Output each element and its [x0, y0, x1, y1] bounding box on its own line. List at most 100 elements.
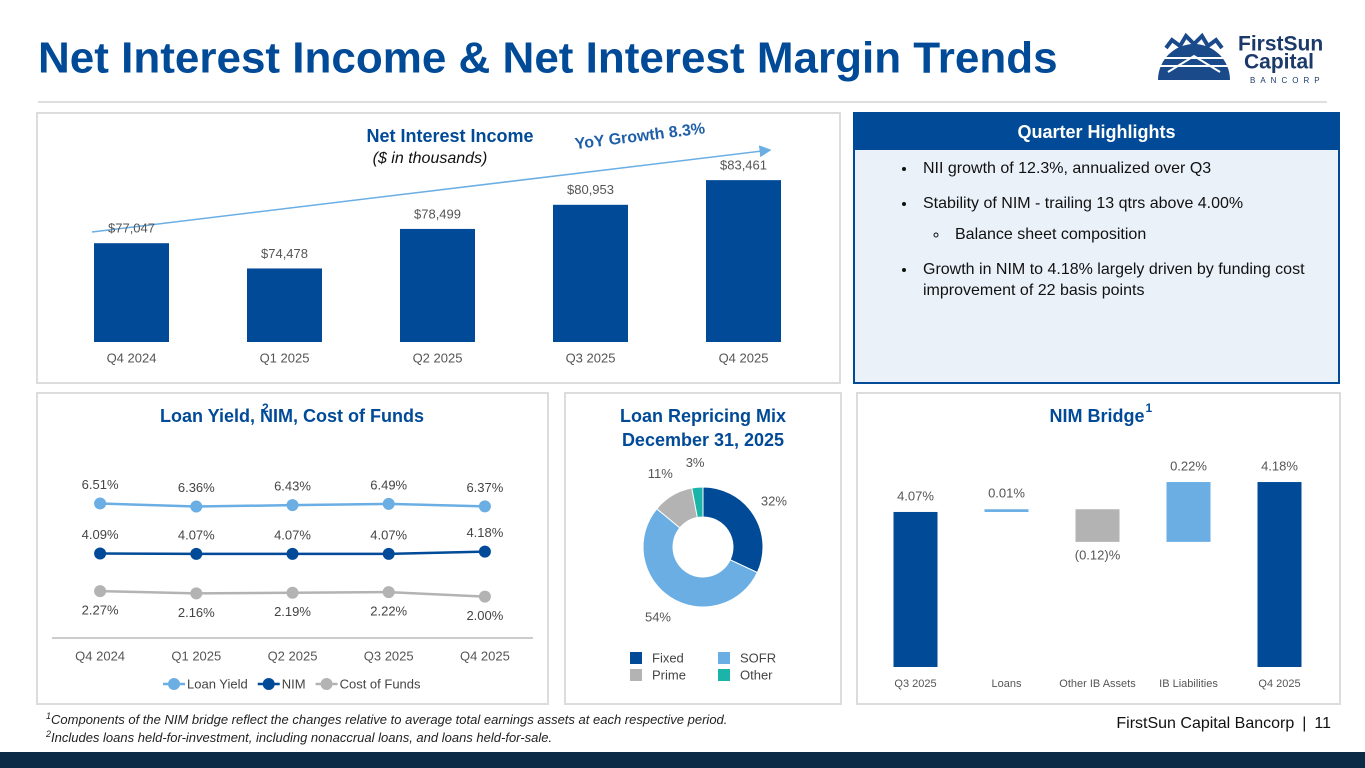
footnote: 2Includes loans held-for-investment, inc… — [45, 729, 552, 745]
chart-title: Loan Repricing Mix — [620, 406, 786, 426]
value-label: 54% — [645, 609, 671, 624]
point — [190, 547, 203, 560]
x-tick-label: Q4 2024 — [107, 350, 157, 365]
point — [382, 547, 395, 560]
point — [94, 497, 107, 510]
legend-marker — [168, 678, 180, 690]
logo-rays — [1164, 32, 1224, 50]
logo-lines — [1160, 54, 1228, 73]
slide-title: Net Interest Income & Net Interest Margi… — [38, 34, 1058, 83]
logo-text: Capital — [1244, 51, 1314, 74]
chart-title: Loan Yield, NIM, Cost of Funds — [160, 406, 424, 426]
value-label: 2.19% — [274, 604, 311, 619]
legend-label: Other — [740, 667, 773, 682]
panel — [564, 392, 842, 705]
highlight-item-text: Growth in NIM to 4.18% largely driven by… — [923, 261, 1305, 299]
value-label: 0.01% — [988, 486, 1025, 501]
highlight-item: Stability of NIM - trailing 13 qtrs abov… — [917, 193, 1324, 245]
value-label: 4.07% — [178, 527, 215, 542]
value-label: 3% — [686, 455, 705, 470]
bar — [94, 243, 169, 342]
value-label: 4.07% — [897, 488, 934, 503]
page-number: 11 — [1314, 715, 1331, 732]
point — [286, 499, 299, 512]
value-label: 6.51% — [82, 477, 119, 492]
chart-subtitle: December 31, 2025 — [622, 430, 784, 450]
legend-marker — [262, 678, 275, 690]
bar — [1257, 482, 1302, 667]
pie-slice — [642, 508, 758, 608]
pie-slice — [691, 486, 704, 519]
logo-text: FirstSun — [1238, 33, 1323, 56]
value-label: $77,047 — [108, 221, 155, 236]
value-label: 4.07% — [370, 527, 407, 542]
growth-arrow — [91, 145, 772, 233]
bar — [553, 204, 628, 342]
footnote: 1Components of the NIM bridge reflect th… — [46, 711, 727, 727]
point — [478, 545, 491, 558]
highlight-item-text: Stability of NIM - trailing 13 qtrs abov… — [923, 195, 1244, 212]
x-tick-label: Q3 2025 — [566, 350, 616, 365]
x-tick-label: Q3 2025 — [364, 648, 414, 663]
value-label: $80,953 — [567, 182, 614, 197]
highlights-title: Quarter Highlights — [855, 114, 1338, 150]
point — [382, 586, 395, 599]
highlight-subitem-text: Balance sheet composition — [955, 226, 1147, 243]
value-label: 6.37% — [466, 480, 503, 495]
annotation: YoY Growth 8.3% — [574, 120, 706, 153]
highlights-panel: Quarter Highlights NII growth of 12.3%, … — [853, 112, 1340, 384]
footer: FirstSun Capital Bancorp | 11 — [1116, 715, 1331, 732]
value-label: 4.18% — [1261, 458, 1298, 473]
point — [382, 497, 395, 510]
x-tick-label: Loans — [992, 678, 1022, 690]
point — [94, 585, 107, 598]
legend-label: Loan Yield — [187, 676, 248, 691]
value-label: 2.27% — [82, 603, 119, 618]
value-label: 4.18% — [466, 525, 503, 540]
highlight-subitem: Balance sheet composition — [949, 224, 1310, 245]
point — [190, 500, 203, 513]
value-label: 2.00% — [466, 608, 503, 623]
bar — [1075, 509, 1120, 542]
panel — [36, 112, 841, 384]
logo-text: BANCORP — [1250, 76, 1325, 85]
value-label: 6.49% — [370, 477, 407, 492]
x-tick-label: Q4 2025 — [719, 350, 769, 365]
legend-swatch — [630, 669, 642, 681]
legend-label: NIM — [282, 676, 306, 691]
legend-label: SOFR — [740, 650, 776, 665]
x-tick-label: Q2 2025 — [268, 648, 318, 663]
x-tick-label: Q1 2025 — [171, 648, 221, 663]
bar — [400, 228, 475, 342]
x-tick-label: Other IB Assets — [1059, 678, 1136, 690]
bar — [893, 511, 938, 667]
highlights-list: NII growth of 12.3%, annualized over Q3 S… — [855, 158, 1338, 301]
value-label: 11% — [648, 466, 673, 481]
x-tick-label: Q3 2025 — [894, 678, 936, 690]
value-label: 6.36% — [178, 480, 215, 495]
x-tick-label: Q4 2025 — [460, 648, 510, 663]
highlight-item: NII growth of 12.3%, annualized over Q3 — [917, 158, 1324, 179]
bar — [247, 268, 322, 342]
chart-subtitle: ($ in thousands) — [373, 150, 488, 167]
highlight-item: Growth in NIM to 4.18% largely driven by… — [917, 259, 1324, 301]
point — [190, 587, 203, 600]
footnote-mark: 2 — [45, 729, 51, 739]
legend-label: Cost of Funds — [340, 676, 421, 691]
footnote-text: Components of the NIM bridge reflect the… — [51, 712, 727, 727]
panel — [856, 392, 1341, 705]
bar — [1166, 482, 1211, 542]
value-label: 2.16% — [178, 605, 215, 620]
value-label: 0.22% — [1170, 458, 1207, 473]
chart-title: Net Interest Income — [366, 126, 533, 146]
value-label: 6.43% — [274, 479, 311, 494]
x-tick-label: IB Liabilities — [1159, 678, 1218, 690]
pie-slice — [702, 486, 764, 574]
legend-swatch — [718, 669, 730, 681]
footnote-text: Includes loans held-for-investment, incl… — [51, 730, 552, 745]
bottom-bar — [0, 752, 1365, 768]
point — [478, 500, 491, 513]
chart-title: NIM Bridge — [1049, 406, 1144, 426]
